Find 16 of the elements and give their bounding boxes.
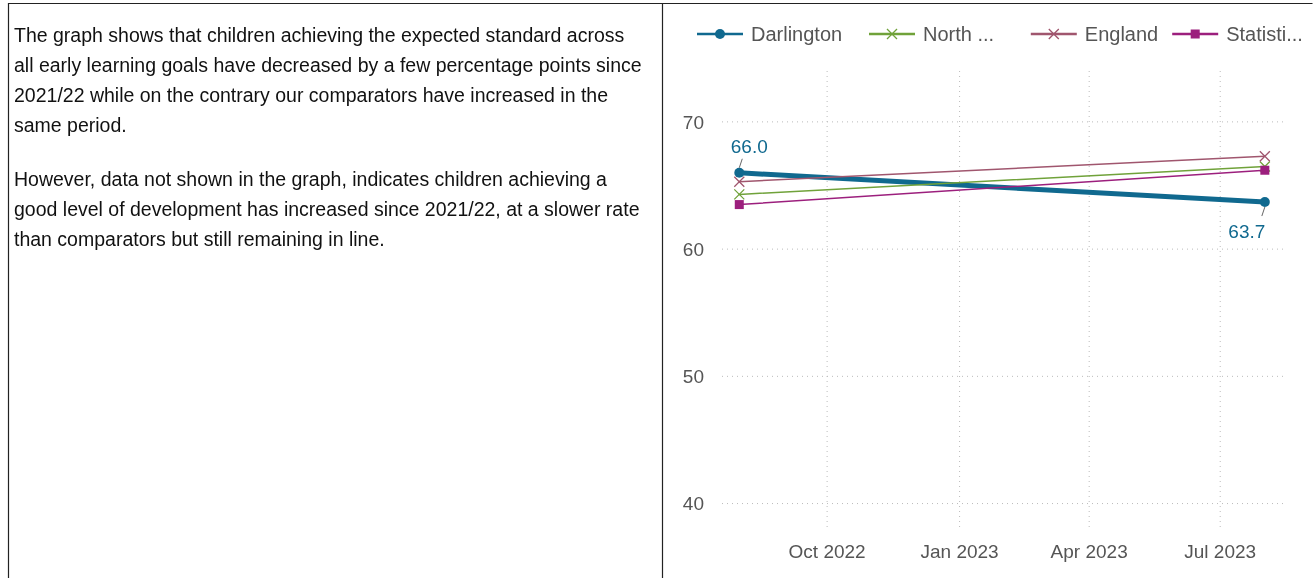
text: The graph shows that children achieving the expected standard across all early learning goals have decreased by a few percentage points since 2021/22 while on the contrary our comparators have increased in the same period. [14, 23, 643, 138]
x-tick-label: Apr 2023 [1050, 541, 1128, 562]
y-tick-label: 60 [682, 238, 704, 260]
y-tick-label: 70 [682, 111, 704, 133]
legend-label: Darlington [751, 23, 843, 45]
x-tick-label: Oct 2022 [788, 541, 866, 562]
text: However, data not shown in the graph, indicates children achieving a good level of development has increased since 2021/22, at a slower rate than comparators but still remaining in line. [14, 167, 641, 252]
legend-label: England [1084, 23, 1159, 45]
x-tick-label: Jan 2023 [920, 541, 999, 562]
data-label: 66.0 [730, 135, 768, 157]
data-label: 63.7 [1228, 221, 1266, 243]
x-tick-label: Jul 2023 [1184, 541, 1257, 562]
legend-label: Statisti... [1226, 23, 1303, 45]
y-tick-label: 40 [682, 493, 704, 515]
legend-label: North ... [923, 23, 995, 45]
y-tick-label: 50 [682, 365, 704, 387]
